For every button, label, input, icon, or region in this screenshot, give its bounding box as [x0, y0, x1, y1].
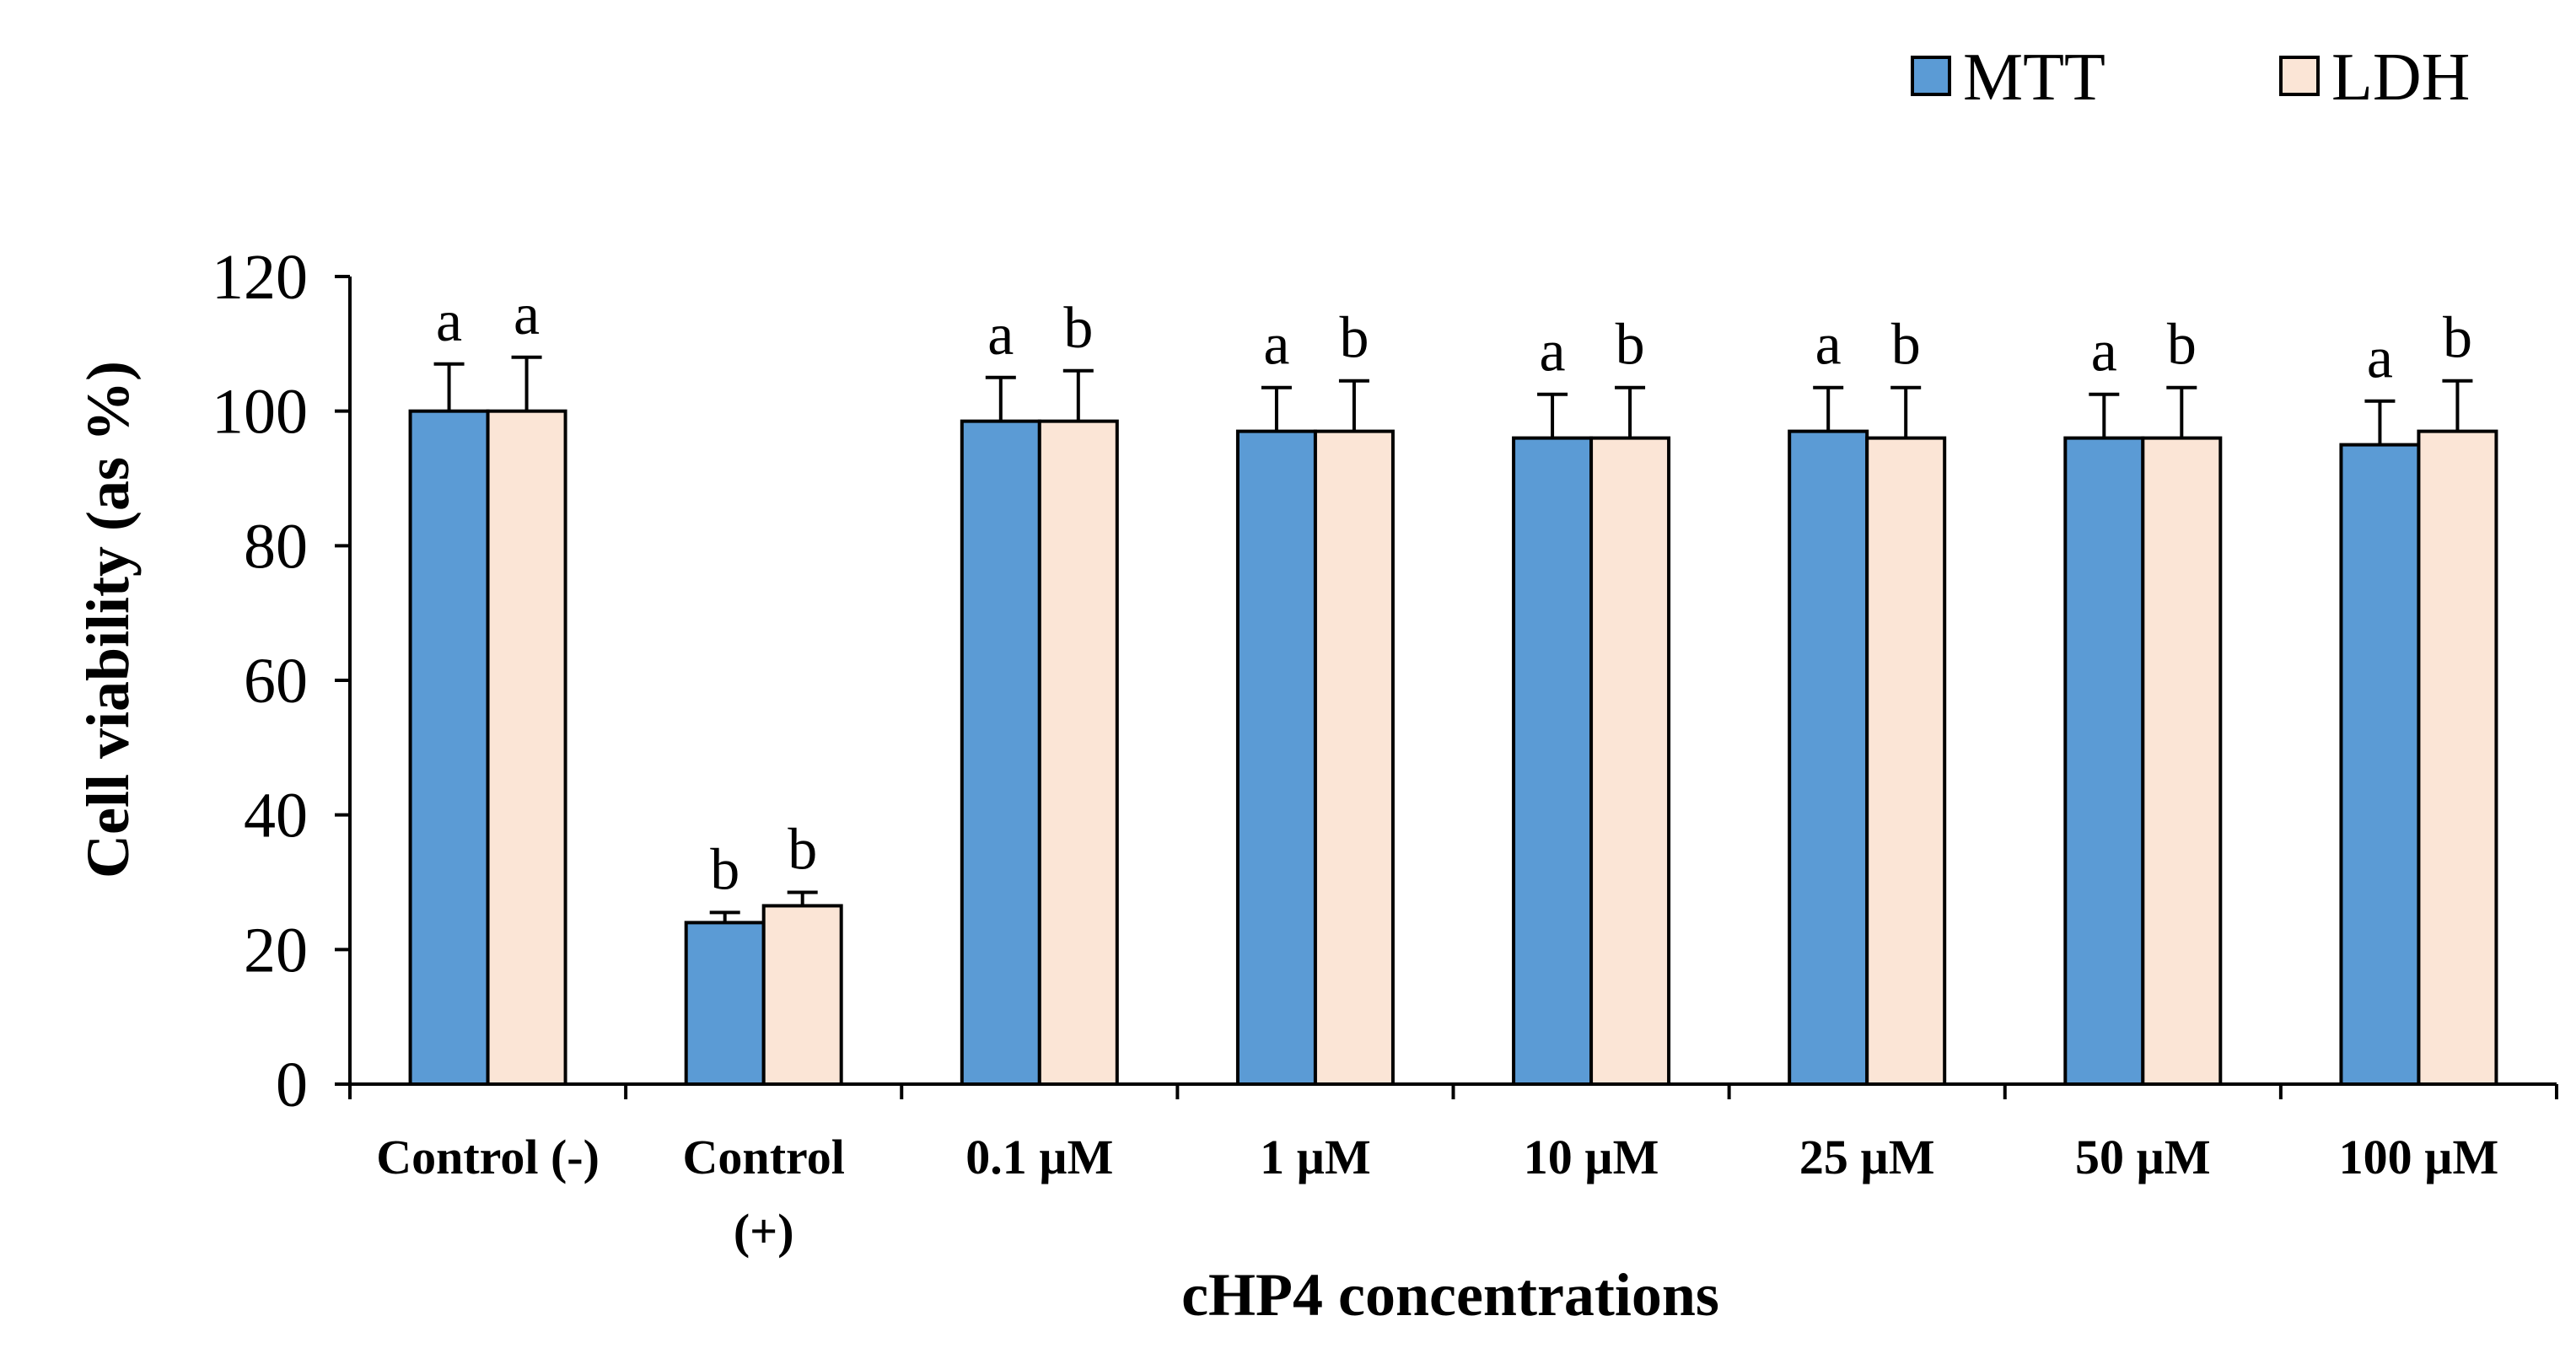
bar-ldh-4 [1313, 429, 1395, 1087]
x-tick-label-2: Control (+) [683, 1130, 845, 1259]
legend-swatch-ldh [2279, 56, 2320, 96]
bars [408, 409, 2498, 1087]
significance-letter-mtt-7: a [2091, 320, 2117, 384]
bar-mtt-4 [1235, 429, 1317, 1087]
significance-letter-mtt-6: a [1815, 313, 1842, 378]
bar-mtt-2 [684, 921, 766, 1087]
significance-letter-ldh-7: b [2167, 313, 2197, 378]
legend-swatch-mtt [1911, 56, 1951, 96]
x-category-labels: Control (-) Control (+) 0.1 µM 1 µM 10 µM 25 µ… [376, 1130, 2498, 1259]
significance-letter-ldh-2: b [788, 817, 817, 882]
significance-letter-ldh-4: b [1339, 306, 1369, 371]
bar-ldh-1 [486, 409, 567, 1086]
significance-letter-ldh-8: b [2443, 306, 2472, 371]
significance-letter-ldh-1: a [514, 282, 540, 347]
significance-letter-ldh-3: b [1063, 296, 1093, 361]
bar-mtt-3 [960, 419, 1041, 1086]
significance-letter-mtt-1: a [436, 289, 462, 354]
bar-ldh-6 [1865, 436, 1947, 1086]
bar-ldh-7 [2141, 436, 2223, 1086]
y-ticks: 0 20 40 60 80 100 120 [212, 242, 350, 1120]
significance-letter-ldh-5: b [1616, 313, 1645, 378]
legend-label-ldh: LDH [2331, 40, 2470, 115]
x-axis-title: cHP4 concentrations [1181, 1261, 1719, 1329]
x-tick-label-1: Control (-) [376, 1130, 600, 1184]
bar-mtt-7 [2063, 436, 2145, 1086]
bar-mtt-5 [1512, 436, 1594, 1086]
x-tick-label-8: 100 µM [2339, 1130, 2499, 1184]
significance-letter-mtt-5: a [1540, 320, 1566, 384]
significance-letter-ldh-6: b [1891, 313, 1921, 378]
bar-mtt-6 [1788, 429, 1869, 1087]
x-tick-label-3: 0.1 µM [965, 1130, 1113, 1184]
x-tick-label-4: 1 µM [1260, 1130, 1371, 1184]
axes [335, 277, 2558, 1099]
y-tick-label-40: 40 [244, 781, 308, 851]
x-tick-label-6: 25 µM [1799, 1130, 1935, 1184]
bar-ldh-3 [1037, 419, 1119, 1086]
significance-letter-mtt-2: b [710, 837, 739, 902]
y-tick-label-80: 80 [244, 511, 308, 582]
bar-ldh-2 [761, 904, 843, 1086]
y-tick-label-20: 20 [244, 915, 308, 985]
y-axis-title: Cell viability (as %) [74, 361, 142, 878]
x-tick-label-7: 50 µM [2075, 1130, 2211, 1184]
y-tick-label-60: 60 [244, 646, 308, 717]
x-tick-label-5: 10 µM [1524, 1130, 1659, 1184]
y-tick-label-100: 100 [212, 377, 308, 448]
error-bars [433, 355, 2473, 923]
significance-letter-mtt-8: a [2367, 326, 2393, 391]
y-tick-label-0: 0 [276, 1050, 308, 1120]
bar-mtt-8 [2339, 443, 2421, 1086]
bar-ldh-5 [1589, 436, 1671, 1086]
bar-ldh-8 [2417, 429, 2498, 1087]
significance-letter-mtt-4: a [1263, 313, 1289, 378]
legend-label-mtt: MTT [1963, 40, 2105, 115]
significance-letters: a ab ba b a b a b a b a b a b [436, 282, 2472, 903]
bar-mtt-1 [408, 409, 490, 1086]
legend: MTT LDH [1911, 40, 2470, 115]
y-tick-label-120: 120 [212, 242, 308, 313]
significance-letter-mtt-3: a [987, 303, 1014, 368]
